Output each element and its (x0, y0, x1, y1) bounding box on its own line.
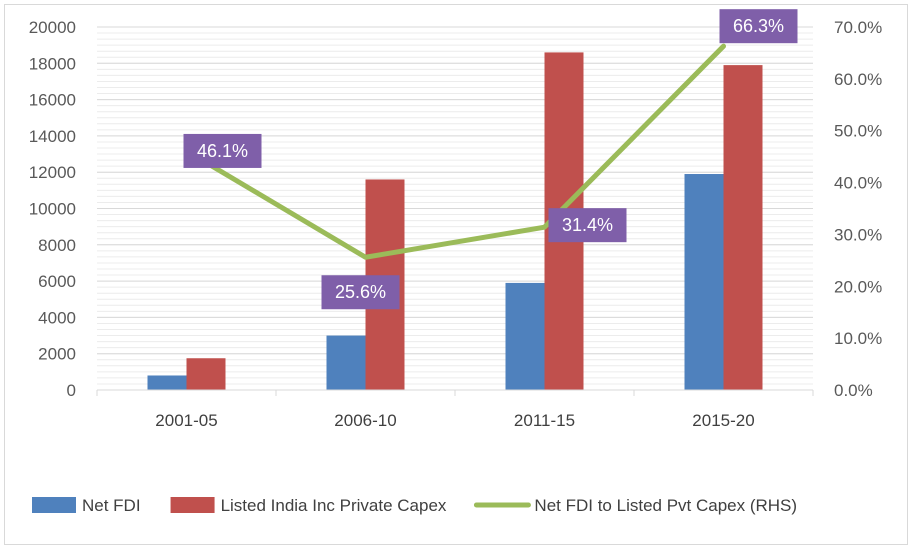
left-tick-label: 18000 (29, 54, 76, 73)
left-tick-label: 10000 (29, 200, 76, 219)
data-label-box (548, 208, 627, 243)
legend-swatch-1 (170, 497, 215, 513)
right-tick-label: 20.0% (834, 277, 882, 296)
right-tick-label: 30.0% (834, 225, 882, 244)
category-labels: 2001-05 2006-10 2011-15 2015-20 (155, 411, 754, 430)
legend-swatch-0 (32, 497, 76, 513)
right-tick-label: 50.0% (834, 122, 882, 141)
data-label-3: 66.3% (733, 16, 784, 36)
legend: Net FDI Listed India Inc Private Capex Net… (32, 496, 797, 515)
data-label-2: 31.4% (562, 215, 613, 235)
ratio-line-path (184, 43, 726, 260)
left-tick-label: 6000 (38, 272, 76, 291)
right-tick-label: 40.0% (834, 174, 882, 193)
left-tick-label: 4000 (38, 308, 76, 327)
left-tick-label: 2000 (38, 345, 76, 364)
bar-net-fdi-2015-20 (684, 174, 724, 390)
bar-private-capex-2015-20 (723, 65, 763, 391)
ratio-line (184, 43, 726, 260)
category-label: 2015-20 (692, 411, 754, 430)
data-label-box (719, 9, 798, 44)
left-tick-label: 12000 (29, 163, 76, 182)
legend-label-1: Listed India Inc Private Capex (221, 496, 447, 515)
left-tick-label: 14000 (29, 127, 76, 146)
bar-net-fdi-2011-15 (505, 282, 545, 390)
right-axis-ticks: 0.0% 10.0% 20.0% 30.0% 40.0% 50.0% 60.0% 70.0% (834, 18, 882, 400)
left-tick-label: 0 (67, 381, 76, 400)
category-label: 2011-15 (514, 411, 575, 430)
left-tick-label: 20000 (29, 18, 76, 37)
legend-label-0: Net FDI (82, 496, 141, 515)
bar-net-fdi-2006-10 (326, 335, 366, 390)
data-label-1: 25.6% (335, 282, 386, 302)
category-label: 2006-10 (334, 411, 396, 430)
data-label-0: 46.1% (197, 141, 248, 161)
legend-label-2: Net FDI to Listed Pvt Capex (RHS) (534, 496, 797, 515)
data-label-box (183, 133, 262, 168)
data-labels: 46.1% 25.6% 31.4% 66.3% (183, 9, 798, 310)
data-label-box (321, 275, 400, 310)
left-axis-ticks: 0 2000 4000 6000 8000 10000 12000 14000 16000 180… (29, 18, 76, 400)
bar-private-capex-2001-05 (186, 358, 226, 390)
right-tick-label: 10.0% (834, 329, 882, 348)
bar-net-fdi-2001-05 (147, 375, 187, 390)
left-tick-label: 8000 (38, 236, 76, 255)
right-tick-label: 0.0% (834, 381, 873, 400)
right-tick-label: 60.0% (834, 70, 882, 89)
category-label: 2001-05 (155, 411, 217, 430)
right-tick-label: 70.0% (834, 18, 882, 37)
left-tick-label: 16000 (29, 91, 76, 110)
